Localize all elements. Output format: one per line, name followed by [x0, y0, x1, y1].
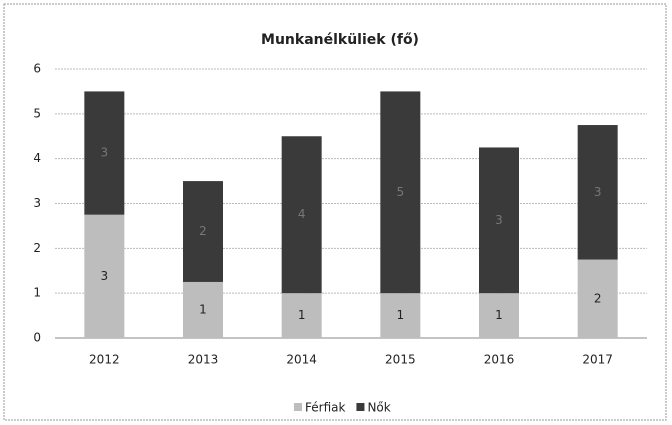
y-tick-label: 4: [33, 151, 41, 165]
y-tick-label: 0: [33, 331, 41, 345]
data-label: 1: [199, 302, 207, 316]
bar-segment: [577, 125, 618, 260]
data-label: 1: [397, 308, 405, 322]
data-label: 1: [495, 308, 503, 322]
y-tick-label: 2: [33, 241, 41, 255]
x-tick-label: 2014: [286, 353, 317, 367]
data-label: 3: [101, 146, 109, 160]
bar-segment: [281, 293, 322, 338]
legend-swatch: [294, 403, 302, 411]
data-label: 5: [397, 185, 405, 199]
data-label: 2: [594, 291, 602, 305]
x-tick-label: 2016: [484, 353, 515, 367]
data-label: 3: [101, 269, 109, 283]
chart-title: Munkanélküliek (fő): [261, 32, 419, 48]
x-tick-label: 2012: [89, 353, 120, 367]
y-tick-label: 3: [33, 196, 41, 210]
data-label: 1: [298, 308, 306, 322]
legend-label: Férfiak: [305, 401, 345, 415]
y-tick-label: 6: [33, 62, 41, 76]
bar-segment: [183, 181, 223, 282]
data-label: 3: [594, 185, 602, 199]
bar-segment: [84, 91, 125, 215]
bar-segment: [479, 293, 519, 338]
data-label: 3: [495, 213, 503, 227]
data-label: 2: [199, 224, 207, 238]
bar-segment: [380, 293, 421, 338]
y-tick-label: 5: [33, 106, 41, 120]
bar-segment: [281, 136, 322, 294]
legend-swatch: [356, 403, 365, 411]
data-label: 4: [298, 207, 306, 221]
bar-segment: [84, 214, 125, 338]
x-tick-label: 2017: [582, 353, 613, 367]
y-tick-label: 1: [33, 286, 41, 300]
bar-segment: [380, 91, 421, 294]
bar-segment: [183, 281, 223, 338]
x-tick-label: 2015: [385, 353, 416, 367]
bar-segment: [479, 147, 519, 294]
legend-label: Nők: [367, 401, 390, 415]
x-tick-label: 2013: [188, 353, 219, 367]
bar-segment: [577, 259, 618, 338]
